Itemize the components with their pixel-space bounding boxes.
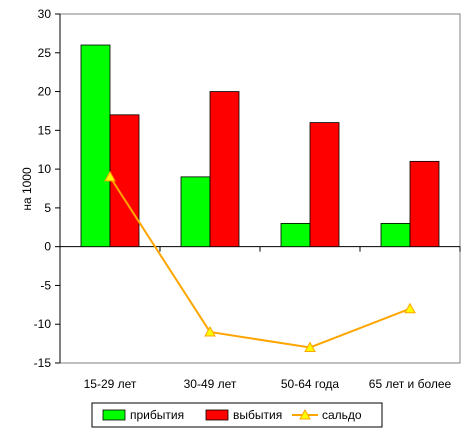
x-tick-label: 50-64 года [281,377,340,391]
legend-box [91,402,383,428]
x-ticks [59,246,461,252]
x-tick-label: 65 лет и более [369,377,452,391]
bar-departures-3 [409,160,440,248]
legend-label-departures: выбытия [233,408,282,422]
y-ticks: 30 25 20 15 10 5 0 -5 -10 -15 [34,7,60,370]
line-balance [109,176,411,349]
y-tick-label: 5 [44,201,51,215]
y-tick-label: 25 [38,46,52,60]
legend-label-balance: сальдо [322,408,362,422]
legend-swatch-departures [205,409,229,421]
marker-balance-1 [204,325,216,337]
legend-marker-balance [299,408,311,420]
bar-arrivals-1 [180,176,211,248]
y-tick-label: 10 [38,162,52,176]
x-tick-label: 30-49 лет [184,377,237,391]
marker-balance-3 [404,302,416,314]
bar-arrivals-2 [280,222,311,248]
bar-arrivals-0 [80,44,111,248]
legend-swatch-arrivals [102,409,126,421]
marker-balance-0 [104,170,116,182]
y-tick-label: -5 [40,278,51,292]
x-tick-label: 15-29 лет [84,377,137,391]
y-tick-label: -15 [34,356,52,370]
bar-departures-2 [309,122,340,248]
line-series [104,170,416,352]
bars [80,44,440,248]
y-tick-label: 20 [38,85,52,99]
legend-label-arrivals: прибытия [130,408,184,422]
bar-departures-1 [209,91,240,248]
marker-balance-2 [304,341,316,352]
y-tick-label: 0 [44,240,51,254]
bar-arrivals-3 [380,222,411,248]
x-tick-labels: 15-29 лет 30-49 лет 50-64 года 65 лет и бол… [84,377,452,391]
legend: прибытия выбытия сальдо [91,402,383,428]
y-tick-label: -10 [34,317,52,331]
y-tick-label: 15 [38,123,52,137]
y-tick-label: 30 [38,7,52,21]
y-axis-label: на 1000 [20,167,34,211]
